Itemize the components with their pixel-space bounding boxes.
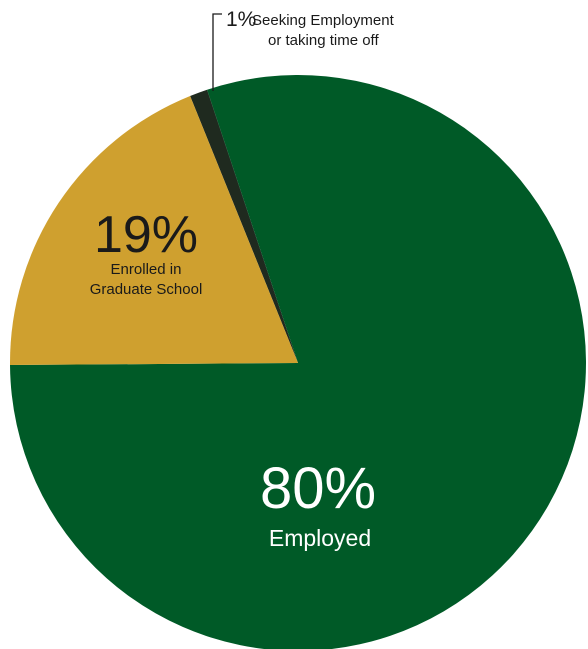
slice-employed-label: Employed xyxy=(269,525,371,551)
slice-gradschool-label-line2: Graduate School xyxy=(90,281,203,298)
slice-employed-pct: 80% xyxy=(260,456,376,521)
slice-gradschool-pct: 19% xyxy=(94,206,198,264)
pie-slices xyxy=(10,75,586,649)
slice-seeking-label-line2: or taking time off xyxy=(268,32,379,49)
slice-seeking-label-line1: Seeking Employment xyxy=(252,12,395,29)
slice-seeking xyxy=(190,89,298,364)
slice-seeking-leader-line xyxy=(212,13,222,91)
slice-gradschool xyxy=(10,95,298,366)
slice-seeking-pct: 1% xyxy=(226,8,256,31)
slice-gradschool-label-line1: Enrolled in xyxy=(111,261,182,278)
slice-employed xyxy=(10,75,586,649)
